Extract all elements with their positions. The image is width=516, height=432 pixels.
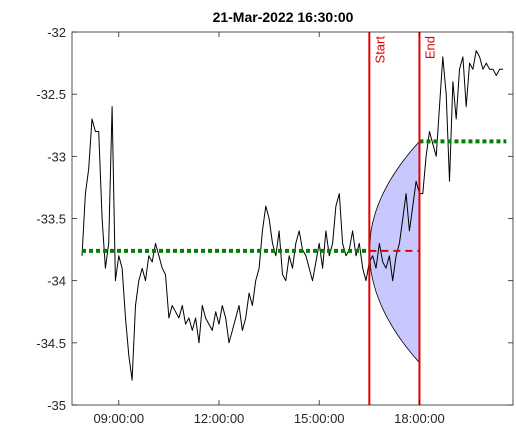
chart-title: 21-Mar-2022 16:30:00 <box>213 9 354 25</box>
y-tick-label-1: -32.5 <box>36 87 66 102</box>
series-line-0 <box>82 51 503 381</box>
y-tick-label-2: -33 <box>47 149 66 164</box>
x-tick-label-3: 18:00:00 <box>394 411 445 426</box>
y-tick-label-6: -35 <box>47 398 66 413</box>
x-tick-label-2: 15:00:00 <box>294 411 345 426</box>
plot-frame <box>72 32 513 405</box>
marker-label-0: Start <box>372 36 387 64</box>
y-tick-label-5: -34.5 <box>36 336 66 351</box>
marker-label-1: End <box>422 36 437 59</box>
y-tick-label-4: -34 <box>47 274 66 289</box>
y-tick-label-0: -32 <box>47 25 66 40</box>
y-tick-label-3: -33.5 <box>36 212 66 227</box>
x-tick-label-1: 12:00:00 <box>194 411 245 426</box>
forecast-cone <box>369 141 419 362</box>
x-tick-label-0: 09:00:00 <box>93 411 144 426</box>
